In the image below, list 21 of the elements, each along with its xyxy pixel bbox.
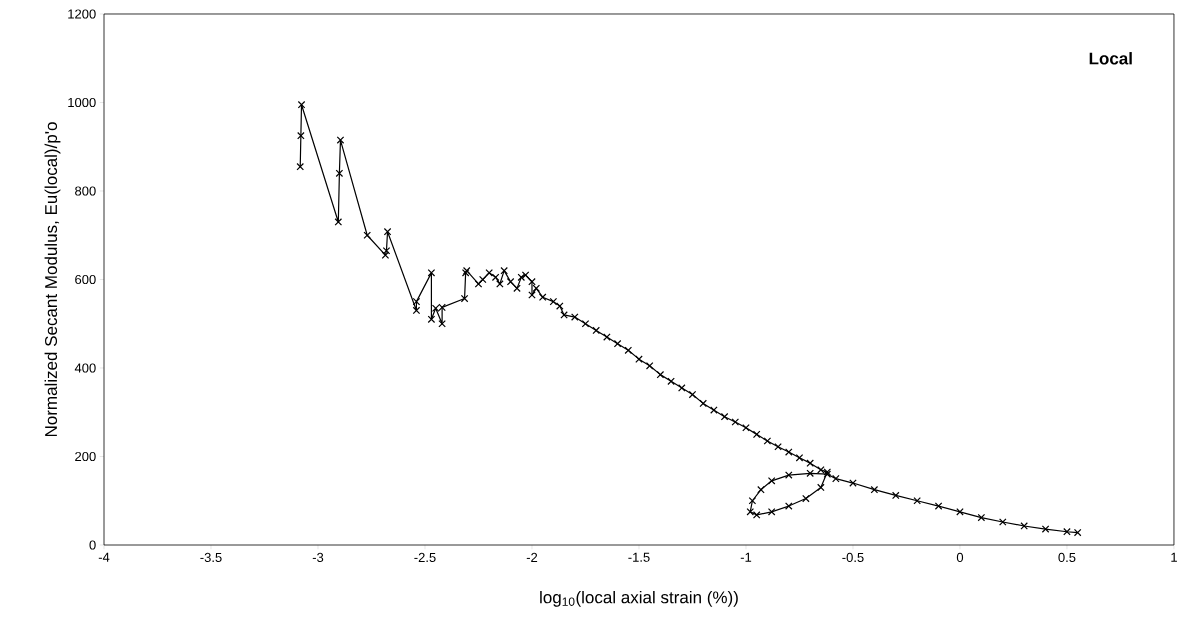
x-tick-label: -2.5	[414, 552, 436, 562]
y-axis-title: Normalized Secant Modulus, Eu(local)/p'o	[44, 122, 61, 437]
x-tick-label: -4	[98, 552, 110, 562]
x-tick-label: -1.5	[628, 552, 650, 562]
x-tick-label: -2	[526, 552, 538, 562]
y-tick-label: 800	[75, 186, 96, 196]
y-tick-label: 1200	[68, 9, 96, 19]
annotation: Local	[1089, 52, 1132, 65]
y-tick-label: 0	[89, 540, 96, 550]
y-tick-label: 400	[74, 363, 96, 373]
y-tick-label: 1000	[68, 97, 96, 108]
y-tick-label: 200	[75, 451, 96, 462]
x-tick-label: 0.5	[1058, 552, 1076, 562]
x-tick-label: 1	[1171, 552, 1177, 562]
x-tick-label: -3.5	[200, 552, 222, 562]
x-tick-label: -0.5	[842, 552, 864, 562]
x-axis-title: log$_{10}$(local axial strain (%))	[540, 590, 738, 607]
y-tick-label: 600	[75, 274, 96, 285]
x-tick-label: -3	[312, 552, 324, 562]
x-tick-label: -1	[740, 552, 752, 562]
x-tick-label: 0	[956, 552, 964, 562]
